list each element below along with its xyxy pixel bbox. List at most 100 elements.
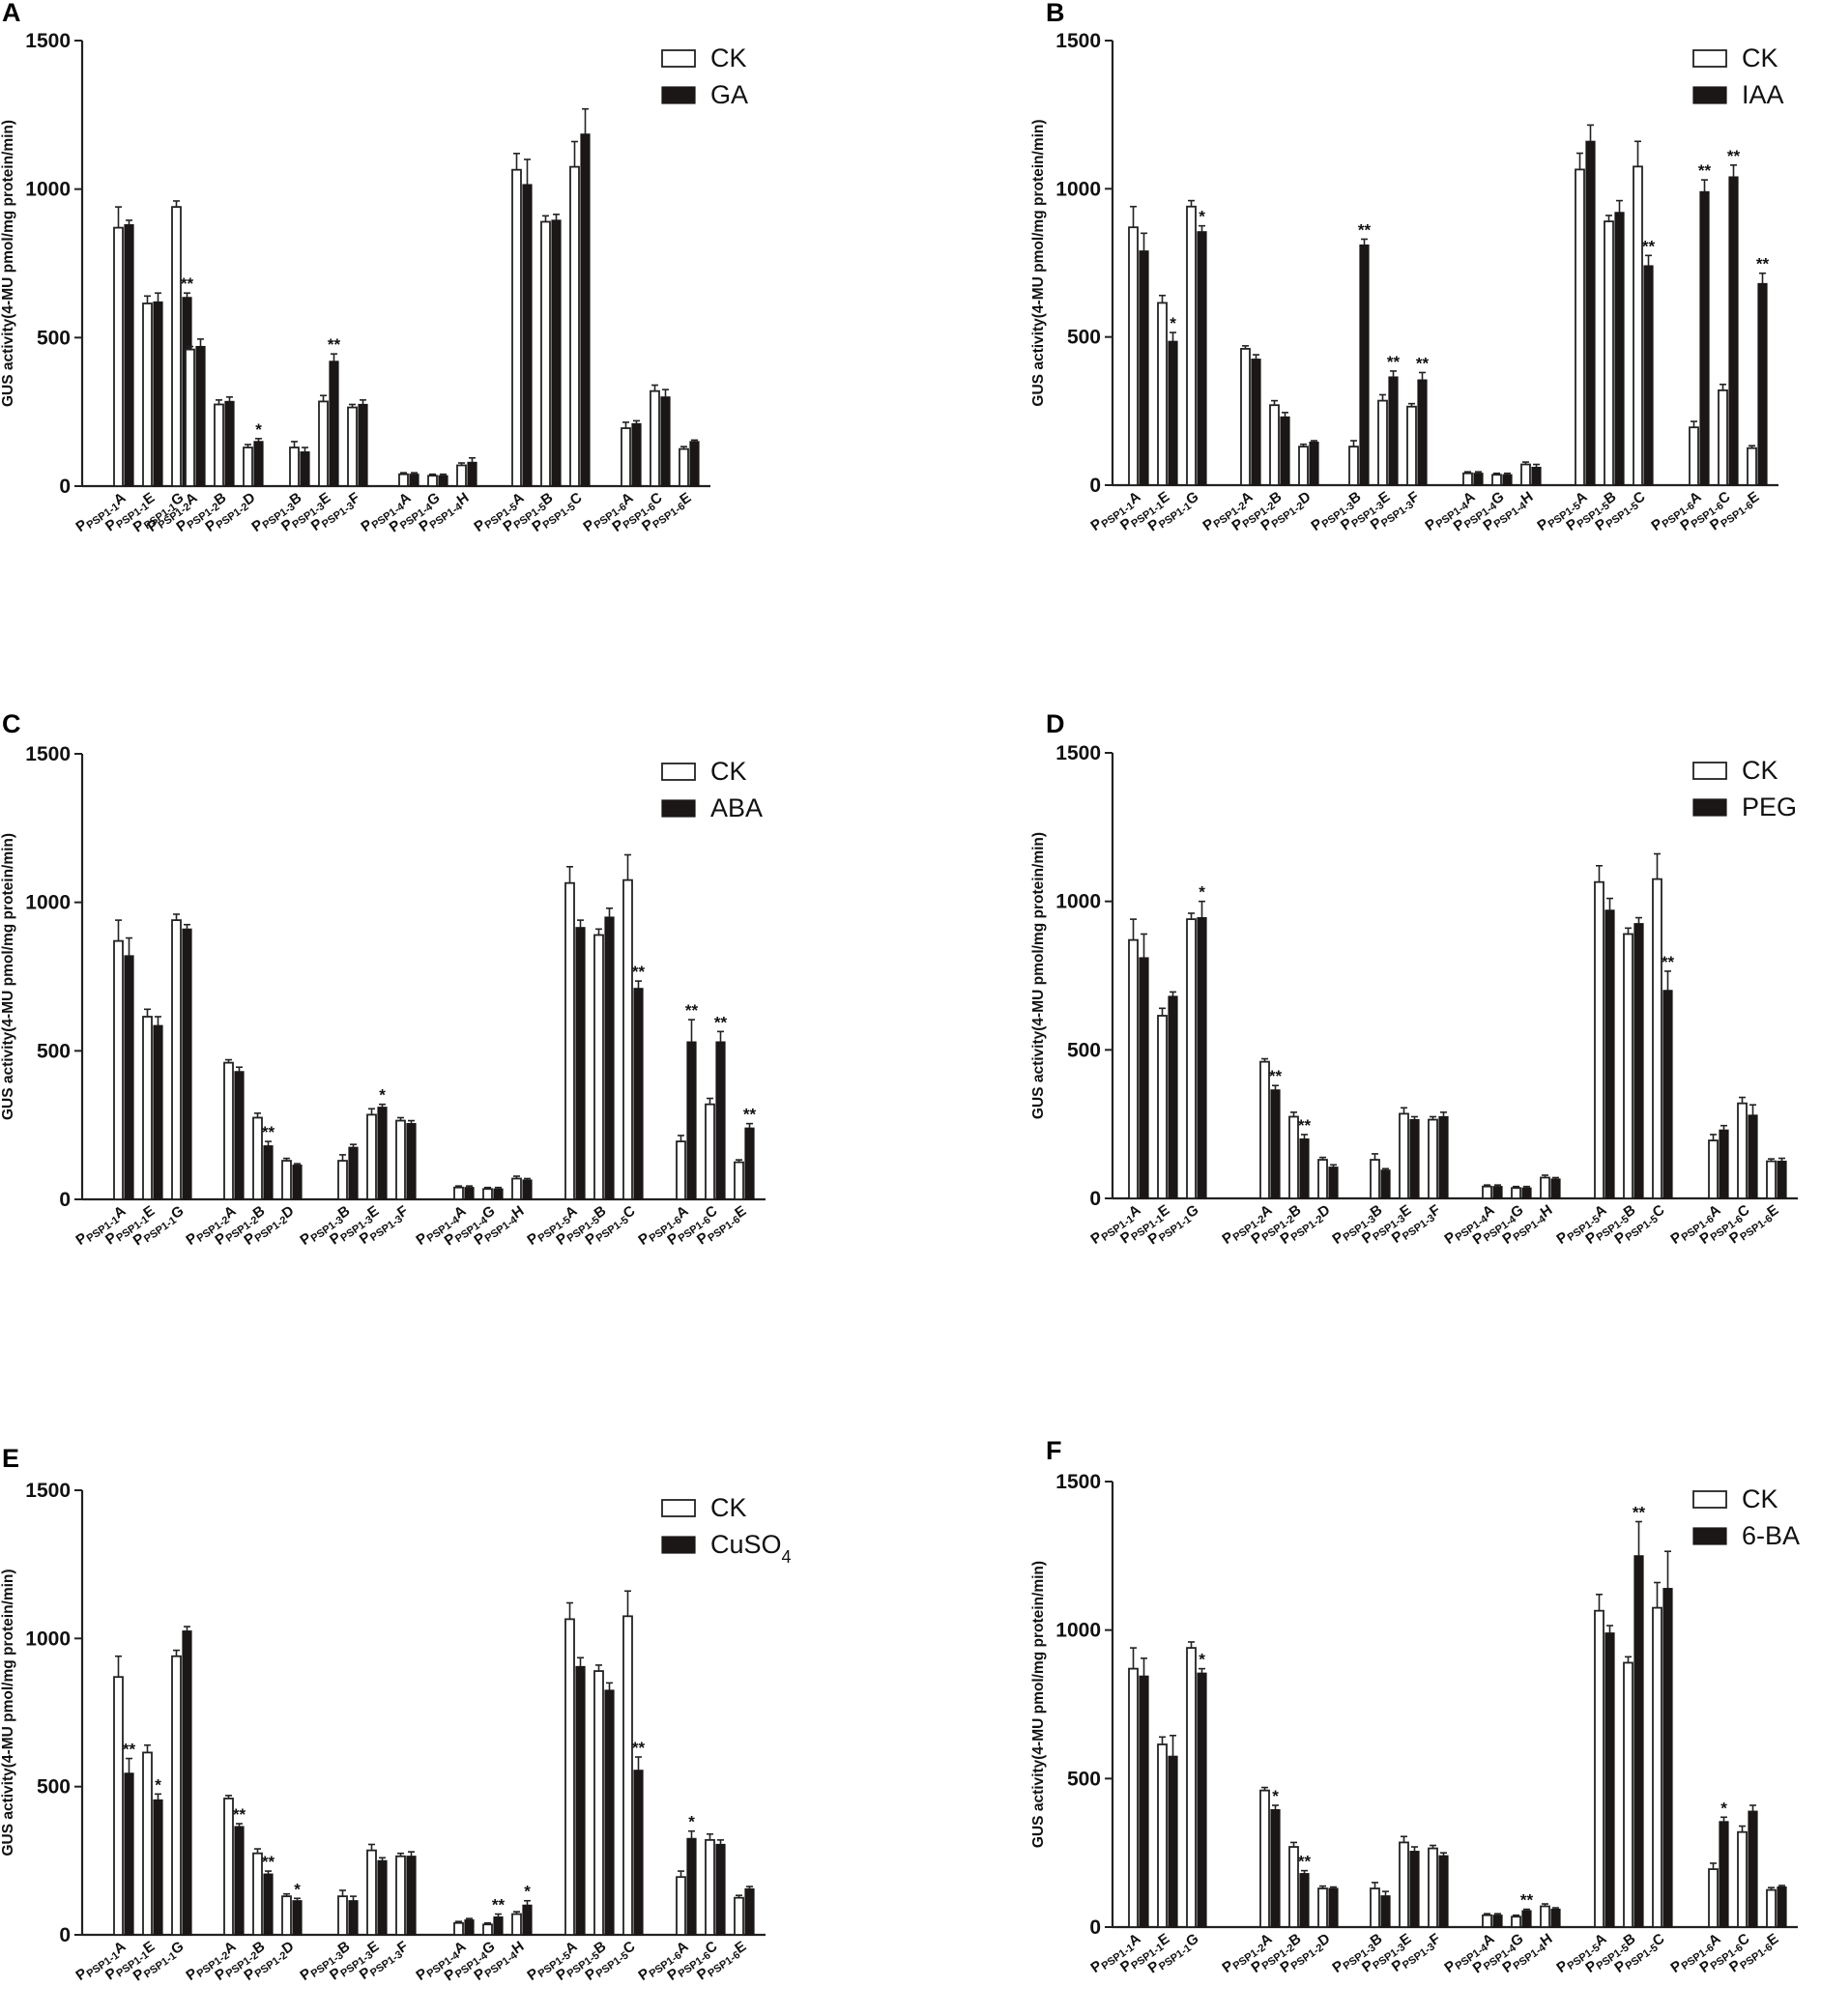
- panel-letter: B: [1046, 0, 1065, 27]
- panel-letter: E: [2, 1444, 19, 1473]
- significance-mark: *: [1199, 883, 1205, 902]
- bar-treatment: [464, 1187, 475, 1200]
- bar-treatment: [1531, 467, 1542, 486]
- bar-ck: [1428, 1118, 1438, 1199]
- bar-ck: [318, 400, 329, 487]
- bar-treatment: [1139, 1675, 1149, 1928]
- significance-mark: **: [632, 1739, 646, 1757]
- bar-treatment: [234, 1071, 245, 1200]
- y-tick-label: 1500: [25, 1480, 71, 1502]
- bar-treatment: [292, 1165, 303, 1200]
- bar-ck: [511, 1177, 522, 1200]
- bar-treatment: [182, 928, 192, 1200]
- bar-ck: [142, 1751, 153, 1936]
- bar-treatment: [1168, 340, 1178, 486]
- y-tick-label: 1500: [25, 743, 71, 765]
- bar-ck: [171, 919, 182, 1200]
- bar-treatment: [406, 1856, 417, 1936]
- bar-treatment: [124, 1772, 134, 1936]
- significance-mark: **: [492, 1896, 506, 1915]
- bar-treatment: [1270, 1089, 1281, 1199]
- bar-treatment: [292, 1900, 303, 1936]
- bar-ck: [1370, 1159, 1380, 1199]
- bar-ck: [1399, 1841, 1409, 1928]
- bar-treatment: [1309, 441, 1319, 486]
- legend-label: CK: [1742, 756, 1778, 785]
- significance-mark: **: [123, 1741, 136, 1759]
- bar-ck: [1737, 1102, 1748, 1199]
- bar-ck: [427, 475, 438, 487]
- bar-ck: [1482, 1185, 1492, 1199]
- bar-treatment: [358, 403, 368, 487]
- significance-mark: *: [294, 1880, 301, 1898]
- significance-mark: **: [632, 963, 646, 981]
- bar-ck: [705, 1838, 715, 1936]
- bar-ck: [281, 1160, 292, 1200]
- bar-ck: [395, 1119, 406, 1200]
- panel-letter: C: [2, 709, 21, 738]
- significance-mark: *: [1170, 314, 1176, 332]
- bar-ck: [676, 1876, 686, 1936]
- bar-treatment: [124, 955, 134, 1200]
- bar-ck: [564, 1618, 575, 1936]
- bar-ck: [705, 1103, 715, 1200]
- bar-treatment: [631, 422, 642, 487]
- legend: CK GA: [661, 43, 748, 109]
- bar-treatment: [234, 1826, 245, 1936]
- bar-treatment: [464, 1919, 475, 1936]
- bar-ck: [398, 473, 409, 487]
- bar-ck: [1689, 426, 1699, 486]
- bar-ck: [1652, 1606, 1662, 1928]
- bar-treatment: [1197, 1672, 1207, 1928]
- bar-treatment: [1380, 1895, 1391, 1928]
- bar-ck: [185, 348, 195, 487]
- bar-ck: [252, 1852, 263, 1936]
- y-axis-label: GUS activity(4-MU pmol/mg protein/min): [0, 120, 16, 407]
- bar-treatment: [1550, 1178, 1561, 1199]
- bar-treatment: [1502, 474, 1513, 486]
- bar-ck: [1708, 1868, 1719, 1928]
- significance-mark: **: [1387, 353, 1401, 371]
- significance-mark: **: [1298, 1853, 1312, 1871]
- legend-label: CK: [710, 1493, 747, 1522]
- y-axis-label: GUS activity(4-MU pmol/mg protein/min): [0, 1569, 16, 1856]
- bar-ck: [1259, 1060, 1270, 1199]
- bar-ck: [366, 1849, 377, 1936]
- bar-treatment: [1550, 1908, 1561, 1928]
- bar-treatment: [633, 988, 644, 1200]
- y-tick-label: 0: [59, 1924, 71, 1946]
- bar-treatment: [1417, 379, 1428, 486]
- bar-ck: [482, 1188, 493, 1200]
- bar-ck: [1623, 933, 1633, 1199]
- bar-treatment: [1197, 231, 1207, 486]
- bar-treatment: [409, 474, 419, 487]
- bar-treatment: [1614, 212, 1625, 486]
- chart-panel-f: F 0 500 1000 1500 GUS activity(4-MU pmol/mg p…: [1030, 1436, 1800, 1978]
- bar-treatment: [182, 1630, 192, 1936]
- bar-treatment: [1748, 1114, 1758, 1199]
- bar-treatment: [522, 184, 533, 487]
- bar-treatment: [1168, 995, 1178, 1199]
- bar-treatment: [1492, 1186, 1503, 1199]
- bar-ck: [252, 1116, 263, 1200]
- significance-mark: **: [262, 1853, 275, 1871]
- bar-ck: [1186, 1647, 1197, 1928]
- bar-treatment: [1139, 957, 1149, 1199]
- bar-ck: [1406, 405, 1417, 486]
- significance-mark: **: [262, 1123, 275, 1141]
- y-axis-label: GUS activity(4-MU pmol/mg protein/min): [1030, 1561, 1047, 1848]
- significance-mark: **: [181, 274, 194, 293]
- bar-treatment: [1380, 1169, 1391, 1199]
- significance-mark: **: [743, 1106, 757, 1124]
- bar-treatment: [1438, 1855, 1449, 1928]
- significance-mark: *: [155, 1775, 161, 1794]
- legend: CK ABA: [661, 757, 763, 822]
- bar-ck: [1269, 404, 1280, 486]
- legend: CK PEG: [1692, 756, 1797, 821]
- legend-label: ABA: [710, 793, 763, 822]
- bar-ck: [1747, 446, 1757, 486]
- significance-mark: *: [1199, 208, 1205, 226]
- bar-treatment: [1328, 1887, 1339, 1928]
- bar-ck: [1575, 168, 1585, 486]
- bar-ck: [142, 302, 153, 487]
